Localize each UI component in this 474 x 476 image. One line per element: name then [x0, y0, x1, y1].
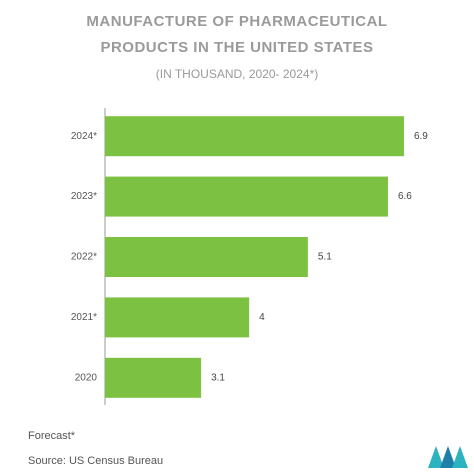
y-tick-label: 2021* [71, 312, 97, 323]
y-tick-label: 2024* [71, 131, 97, 142]
logo [428, 446, 468, 468]
bar [105, 116, 404, 157]
chart-title: PRODUCTS IN THE UNITED STATES [100, 39, 373, 56]
y-tick-label: 2023* [71, 191, 97, 202]
footnote: Forecast* [28, 430, 76, 442]
source: Source: US Census Bureau [28, 455, 163, 467]
bar [105, 357, 202, 398]
value-label: 3.1 [211, 372, 225, 383]
value-label: 6.9 [414, 131, 428, 142]
chart-title: MANUFACTURE OF PHARMACEUTICAL [86, 13, 387, 30]
chart-subtitle: (IN THOUSAND, 2020- 2024*) [156, 67, 319, 81]
bar [105, 176, 388, 217]
bar [105, 297, 250, 338]
value-label: 4 [259, 312, 265, 323]
y-tick-label: 2022* [71, 252, 97, 263]
value-label: 6.6 [398, 191, 412, 202]
value-label: 5.1 [318, 252, 332, 263]
y-tick-label: 2020 [75, 372, 98, 383]
bar [105, 237, 308, 277]
